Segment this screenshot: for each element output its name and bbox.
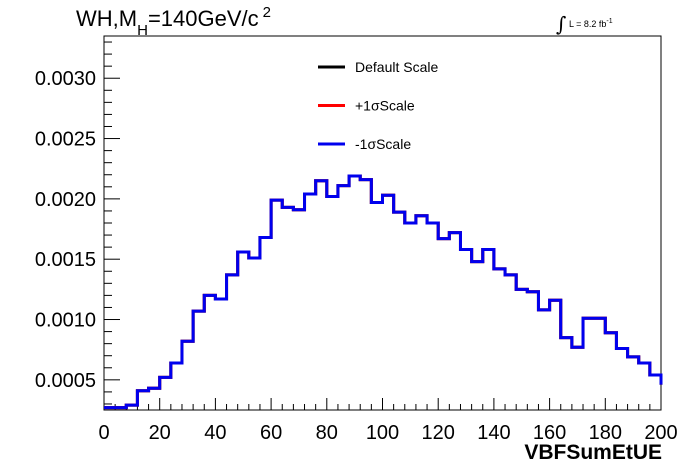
y-tick-label: 0.0005 bbox=[35, 370, 96, 392]
legend-label-1: +1σScale bbox=[355, 98, 415, 114]
x-tick-label: 180 bbox=[589, 422, 622, 444]
legend: Default Scale +1σScale -1σScale bbox=[318, 59, 438, 152]
y-axis-ticks: 0.0005 0.0010 0.0015 0.0020 0.0025 0.0030 bbox=[35, 41, 120, 405]
chart-title: WH,MH=140GeV/c 2 bbox=[76, 4, 271, 39]
lumi-exponent: -1 bbox=[606, 18, 613, 25]
title-superscript: 2 bbox=[262, 4, 271, 21]
x-tick-label: 200 bbox=[644, 422, 677, 444]
series-layer bbox=[104, 174, 663, 410]
lumi-text: L = 8.2 fb bbox=[568, 19, 607, 29]
x-axis-ticks: 0 20 40 60 80 100 120 140 160 180 200 bbox=[98, 398, 678, 444]
integral-symbol-icon: ∫ bbox=[556, 12, 567, 36]
luminosity-label: ∫ L = 8.2 fb-1 bbox=[556, 8, 613, 36]
y-tick-label: 0.0010 bbox=[35, 310, 96, 332]
series-line-0 bbox=[104, 174, 663, 410]
x-tick-label: 140 bbox=[477, 422, 510, 444]
x-axis-title: VBFSumEtUE bbox=[524, 441, 662, 464]
x-tick-label: 60 bbox=[260, 422, 282, 444]
title-suffix: =140GeV/c bbox=[147, 6, 259, 31]
plot-frame bbox=[103, 35, 662, 411]
title-prefix: WH,M bbox=[76, 6, 138, 31]
x-tick-label: 20 bbox=[149, 422, 171, 444]
x-tick-label: 160 bbox=[533, 422, 566, 444]
legend-label-0: Default Scale bbox=[355, 59, 438, 75]
x-tick-label: 80 bbox=[316, 422, 338, 444]
x-tick-label: 40 bbox=[204, 422, 226, 444]
x-tick-label: 100 bbox=[366, 422, 399, 444]
y-tick-label: 0.0030 bbox=[35, 68, 96, 90]
series-line-2 bbox=[104, 174, 663, 410]
y-tick-label: 0.0025 bbox=[35, 129, 96, 151]
x-tick-label: 0 bbox=[98, 422, 109, 444]
title-subscript: H bbox=[137, 22, 148, 39]
y-tick-label: 0.0015 bbox=[35, 249, 96, 271]
x-tick-label: 120 bbox=[422, 422, 455, 444]
legend-label-2: -1σScale bbox=[355, 136, 411, 152]
y-tick-label: 0.0020 bbox=[35, 189, 96, 211]
series-line-1 bbox=[104, 174, 663, 410]
